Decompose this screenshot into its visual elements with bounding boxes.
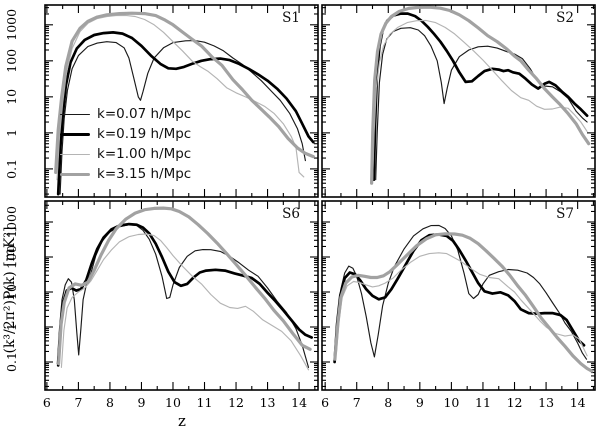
panel-frame-s6: [44, 200, 319, 391]
curve-s7-thin-black: [335, 224, 588, 360]
y-axis-title: (k³/2π²)P(k) [mK²]: [2, 226, 18, 354]
curve-s6-thin-black: [56, 224, 310, 368]
y-tick-label: 0.1: [4, 352, 19, 372]
x-tick-label: 13: [538, 395, 554, 410]
x-tick-label: 14: [291, 395, 307, 410]
curve-s7-thick-gray: [333, 232, 594, 373]
x-tick-label: 12: [228, 395, 244, 410]
x-tick-label: 10: [443, 395, 459, 410]
legend-line-sample-thin-gray: [60, 153, 90, 155]
y-tick-label: 1: [4, 129, 19, 137]
curve-s6-thin-gray: [60, 233, 310, 371]
curve-s2-thin-gray: [371, 19, 588, 184]
x-tick-label: 12: [507, 395, 523, 410]
x-axis-title: z: [178, 412, 186, 430]
x-tick-label: 6: [321, 395, 329, 410]
x-tick-label: 7: [353, 395, 361, 410]
panel-frame-s2: [321, 4, 596, 198]
x-tick-label: 7: [74, 395, 82, 410]
x-tick-label: 14: [570, 395, 586, 410]
legend-label: k=1.00 h/Mpc: [97, 146, 192, 162]
legend-line-sample-thin-black: [60, 113, 90, 115]
curve-s2-thick-gray: [370, 5, 591, 185]
legend-item-k315: k=3.15 h/Mpc: [60, 164, 191, 184]
y-tick-label: 100: [4, 49, 19, 73]
y-tick-label: 1000: [4, 9, 19, 41]
x-tick-label: 11: [475, 395, 491, 410]
x-tick-label: 10: [165, 395, 181, 410]
curve-s1-thick-gray: [54, 11, 315, 174]
legend: k=0.07 h/Mpc k=0.19 h/Mpc k=1.00 h/Mpc k…: [60, 104, 191, 184]
legend-item-k007: k=0.07 h/Mpc: [60, 104, 191, 124]
curve-s1-thin-gray: [56, 14, 305, 181]
legend-label: k=0.07 h/Mpc: [97, 106, 192, 122]
legend-label: k=0.19 h/Mpc: [97, 126, 192, 142]
x-tick-label: 8: [106, 395, 114, 410]
panel-label-s1: S1: [282, 10, 300, 26]
curve-s2-thin-black: [375, 27, 588, 181]
x-tick-label: 11: [197, 395, 213, 410]
panel-label-s2: S2: [556, 10, 574, 26]
panel-label-s7: S7: [556, 206, 574, 222]
curve-s2-thick-black: [372, 12, 589, 182]
curve-s7-thin-gray: [335, 252, 588, 357]
curve-s1-thick-black: [56, 31, 315, 196]
panel-label-s6: S6: [282, 206, 300, 222]
y-tick-label: 0.1: [4, 159, 19, 179]
y-tick-label: 100: [4, 245, 19, 269]
legend-line-sample-thick-gray: [60, 172, 90, 176]
legend-item-k019: k=0.19 h/Mpc: [60, 124, 191, 144]
panel-frame-s1: [44, 4, 319, 198]
y-tick-label: 1000: [4, 206, 19, 238]
y-tick-label: 10: [4, 89, 19, 105]
x-tick-label: 6: [43, 395, 51, 410]
y-tick-label: 1: [4, 323, 19, 331]
curve-s6-thick-gray: [57, 206, 312, 366]
y-tick-label: 10: [4, 284, 19, 300]
x-tick-label: 9: [137, 395, 145, 410]
legend-line-sample-thick-black: [60, 132, 90, 136]
x-tick-label: 8: [384, 395, 392, 410]
legend-item-k100: k=1.00 h/Mpc: [60, 144, 191, 164]
panel-frame-s7: [321, 200, 596, 391]
curve-s6-thick-black: [56, 222, 314, 367]
x-tick-label: 13: [260, 395, 276, 410]
x-tick-label: 9: [416, 395, 424, 410]
legend-label: k=3.15 h/Mpc: [97, 166, 192, 182]
